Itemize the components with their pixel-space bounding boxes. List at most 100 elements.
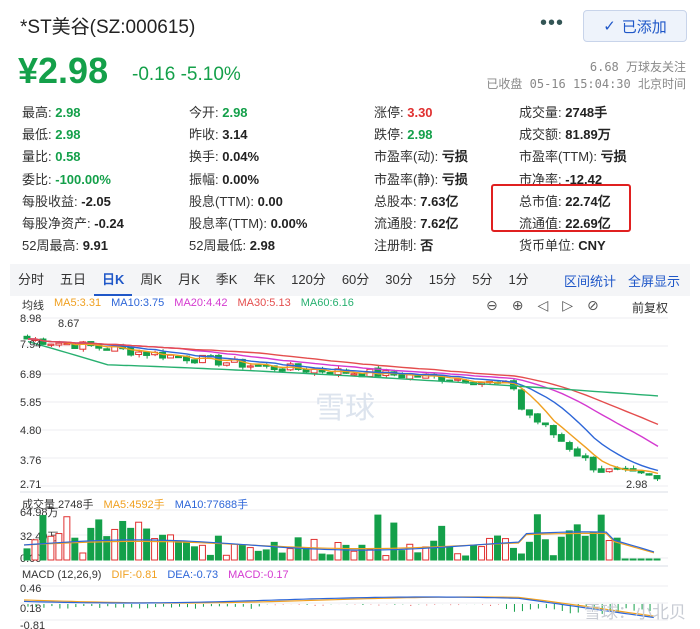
period-tab[interactable]: 1分 <box>508 272 529 287</box>
quote-label: 流通股: <box>374 216 421 232</box>
volume-bar <box>374 514 382 561</box>
quote-label: 市净率: <box>519 171 566 187</box>
quote-cell: 昨收: 3.14 <box>189 124 374 143</box>
macd-bar <box>513 604 515 612</box>
macd-line <box>23 596 655 617</box>
period-tab[interactable]: 日K <box>94 264 133 296</box>
volume-bar <box>398 550 406 561</box>
volume-bar <box>71 537 79 561</box>
highlight-box <box>491 184 631 232</box>
macd-tick-label: 0.18 <box>20 603 41 615</box>
ma-legend-item: MA60:6.16 <box>300 297 354 309</box>
quote-label: 每股净资产: <box>22 216 95 232</box>
macd-bar <box>609 604 611 612</box>
volume-bar <box>334 541 342 561</box>
period-tab[interactable]: 5分 <box>472 272 493 287</box>
tab-action-link[interactable]: 区间统计 <box>563 273 616 289</box>
volume-bar <box>613 537 621 561</box>
macd-legend: MACD (12,26,9) DIF:-0.81 DEA:-0.73 MACD:-0… <box>22 569 289 581</box>
quote-cell: 市盈率(TTM): 亏损 <box>519 146 679 165</box>
volume-bar <box>486 537 494 561</box>
quote-label: 市盈率(动): <box>374 149 442 165</box>
macd-bar <box>91 604 93 607</box>
quote-cell: 总市值: 22.74亿 <box>519 191 679 210</box>
macd-bar <box>458 604 460 606</box>
macd-bar <box>43 604 45 608</box>
macd-bar <box>561 604 563 611</box>
macd-bar <box>362 604 364 605</box>
macd-bar <box>131 604 133 608</box>
volume-bar <box>23 548 31 561</box>
y-tick-label: 3.76 <box>20 455 41 467</box>
period-tab[interactable]: 五日 <box>60 272 87 287</box>
volume-bar <box>262 549 270 561</box>
quote-value: CNY <box>578 238 606 254</box>
volume-bar <box>406 543 414 561</box>
candle-body <box>549 425 557 436</box>
quote-label: 流通值: <box>519 216 566 232</box>
quote-cell: 总股本: 7.63亿 <box>374 191 519 210</box>
arrow-left-icon[interactable]: ◁ <box>537 297 549 313</box>
volume-bar <box>573 524 581 561</box>
candle-body <box>525 409 533 416</box>
arrow-right-icon[interactable]: ▷ <box>562 297 574 313</box>
period-tab[interactable]: 月K <box>178 272 200 287</box>
period-tab[interactable]: 周K <box>140 272 163 287</box>
volume-bar <box>326 554 334 561</box>
reset-icon[interactable]: ⊘ <box>587 297 599 313</box>
macd-bar <box>641 604 643 610</box>
stock-title: *ST美谷(SZ:000615) <box>20 17 196 38</box>
quote-label: 注册制: <box>374 238 421 254</box>
macd-bar <box>234 604 236 607</box>
adjust-select[interactable]: 前复权 <box>632 301 669 315</box>
quote-value: -12.42 <box>565 171 603 187</box>
quote-cell: 52周最低: 2.98 <box>189 235 374 254</box>
candle-body <box>254 364 262 367</box>
macd-bar <box>99 604 101 608</box>
candle-body <box>605 468 613 473</box>
quote-label: 最低: <box>22 126 56 142</box>
volume-bar <box>55 533 63 561</box>
tab-action-link[interactable]: 全屏显示 <box>627 273 680 289</box>
macd-bar <box>545 604 547 609</box>
period-tab[interactable]: 季K <box>215 272 238 287</box>
more-menu-icon[interactable]: ••• <box>540 12 565 34</box>
volume-bar <box>230 543 238 561</box>
period-tab[interactable]: 年K <box>253 272 276 287</box>
volume-bar <box>63 516 71 561</box>
macd-bar <box>274 604 276 606</box>
volume-bar <box>159 534 167 561</box>
ma-line <box>27 338 659 475</box>
period-tab[interactable]: 15分 <box>428 272 457 287</box>
quote-cell: 涨停: 3.30 <box>374 102 519 121</box>
ma-line <box>27 338 659 472</box>
watermark: 雪球 <box>315 392 375 425</box>
volume-bar <box>278 552 286 561</box>
volume-bar <box>358 544 366 561</box>
macd-bar <box>410 604 412 606</box>
zoom-out-icon[interactable]: ⊖ <box>486 297 498 313</box>
candle-body <box>597 468 605 473</box>
quote-label: 总市值: <box>519 193 566 209</box>
quote-value: 3.14 <box>222 126 248 142</box>
candle-body <box>454 378 462 381</box>
period-tab[interactable]: 30分 <box>385 272 413 287</box>
zoom-in-icon[interactable]: ⊕ <box>511 297 524 313</box>
volume-bar <box>502 538 509 561</box>
volume-tick-label: 64.98万 <box>20 507 59 519</box>
period-tab[interactable]: 120分 <box>291 272 326 287</box>
added-watchlist-button[interactable]: ✓ 已添加 <box>583 10 687 42</box>
quote-cell: 流通股: 7.62亿 <box>374 213 519 232</box>
macd-bar <box>553 604 555 610</box>
quote-cell: 成交量: 2748手 <box>519 102 679 121</box>
ma-legend-item: MA10:3.75 <box>111 297 165 309</box>
y-tick-label: 4.80 <box>20 425 41 437</box>
volume-bar <box>214 535 222 561</box>
candle-body <box>278 368 286 372</box>
volume-bar <box>430 540 438 561</box>
macd-bar <box>617 604 619 613</box>
quote-cell: 货币单位: CNY <box>519 235 679 254</box>
period-tab[interactable]: 分时 <box>18 272 45 287</box>
volume-legend: 成交量 2748手 MA5:4592手 MA10:77688手 <box>22 496 248 512</box>
period-tab[interactable]: 60分 <box>341 272 370 287</box>
